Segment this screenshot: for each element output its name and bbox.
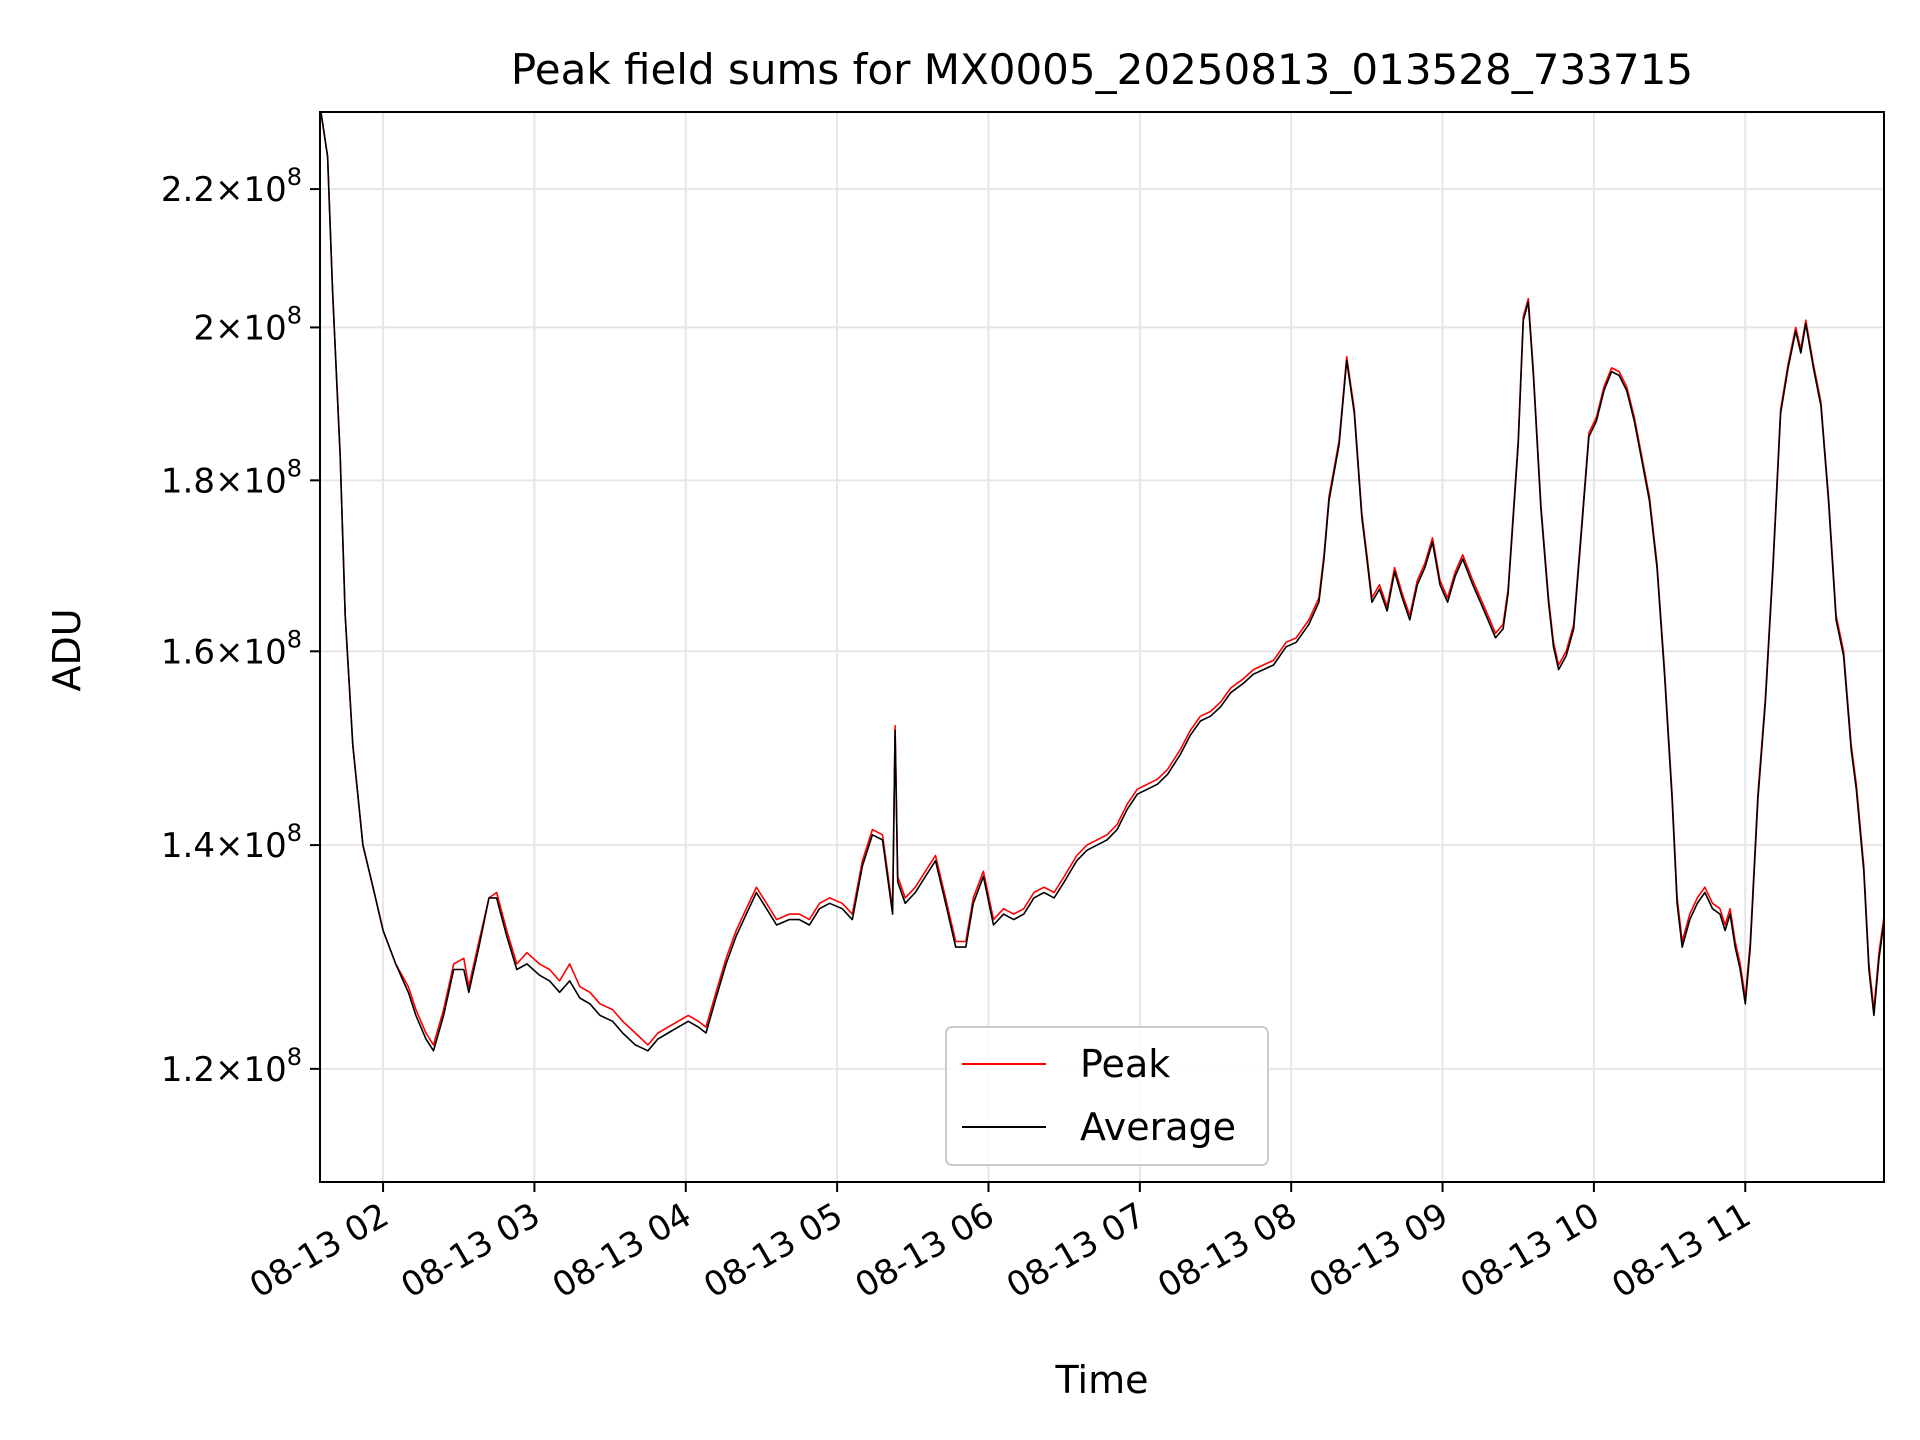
x-axis-label: Time (1055, 1358, 1149, 1402)
y-tick-label: 1.2×108 (161, 1043, 302, 1090)
y-tick-exponent: 8 (287, 625, 302, 653)
y-tick-label: 1.6×108 (161, 625, 302, 672)
y-tick-mantissa: 1.4 (161, 826, 215, 866)
plot-frame (319, 111, 1885, 1183)
legend-label: Average (1080, 1105, 1236, 1149)
y-tick-mantissa: 2 (193, 308, 215, 348)
y-tick-mantissa: 2.2 (161, 170, 215, 210)
y-tick-exponent: 8 (287, 163, 302, 191)
series-line-peak (320, 112, 1884, 1046)
series-layer (320, 112, 1884, 1052)
series-line-average (320, 112, 1884, 1052)
series-group (320, 112, 1884, 1052)
y-tick-label: 2.2×108 (161, 163, 302, 210)
times-sign: ×10 (215, 170, 287, 210)
y-tick-label: 1.8×108 (161, 454, 302, 501)
y-tick-mantissa: 1.6 (161, 632, 215, 672)
times-sign: ×10 (215, 308, 287, 348)
legend-box (945, 1026, 1269, 1166)
times-sign: ×10 (215, 632, 287, 672)
times-sign: ×10 (215, 826, 287, 866)
legend-label: Peak (1080, 1042, 1170, 1086)
times-sign: ×10 (215, 461, 287, 501)
y-tick-exponent: 8 (287, 454, 302, 482)
y-tick-label: 1.4×108 (161, 819, 302, 866)
legend: Peak Average (945, 1026, 1269, 1166)
y-tick-exponent: 8 (287, 819, 302, 847)
y-tick-label: 2×108 (193, 301, 302, 348)
y-tick-exponent: 8 (287, 301, 302, 329)
y-axis-label: ADU (45, 608, 89, 691)
chart-title: Peak field sums for MX0005_20250813_0135… (511, 45, 1693, 94)
times-sign: ×10 (215, 1050, 287, 1090)
y-tick-mantissa: 1.8 (161, 461, 215, 501)
y-tick-mantissa: 1.2 (161, 1050, 215, 1090)
y-tick-exponent: 8 (287, 1043, 302, 1071)
